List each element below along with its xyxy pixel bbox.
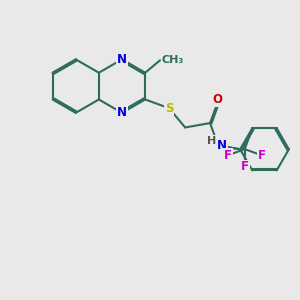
Text: F: F bbox=[224, 149, 232, 162]
Text: O: O bbox=[212, 94, 222, 106]
Text: N: N bbox=[117, 106, 127, 119]
Text: F: F bbox=[257, 149, 266, 162]
Text: N: N bbox=[217, 139, 227, 152]
Text: H: H bbox=[207, 136, 216, 146]
Text: N: N bbox=[117, 53, 127, 66]
Text: S: S bbox=[165, 102, 173, 115]
Text: F: F bbox=[241, 160, 249, 173]
Text: CH₃: CH₃ bbox=[161, 55, 184, 65]
